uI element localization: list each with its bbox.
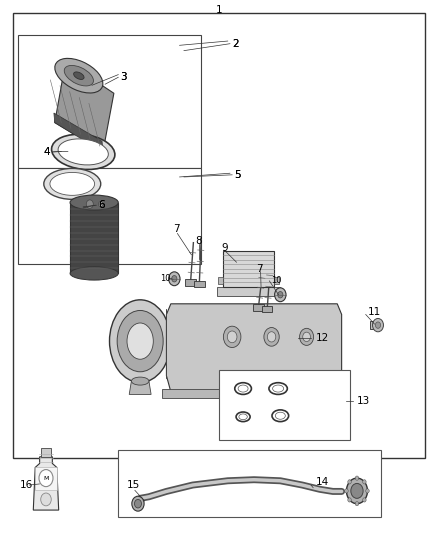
Ellipse shape bbox=[132, 496, 144, 511]
Text: 5: 5 bbox=[234, 170, 241, 180]
Text: 16: 16 bbox=[20, 480, 33, 490]
Ellipse shape bbox=[238, 385, 248, 392]
Ellipse shape bbox=[272, 410, 289, 422]
Polygon shape bbox=[218, 277, 223, 284]
Text: 11: 11 bbox=[368, 307, 381, 317]
Bar bbox=[118, 450, 381, 517]
Bar bbox=[219, 370, 350, 440]
Ellipse shape bbox=[276, 412, 285, 419]
Circle shape bbox=[86, 200, 93, 208]
Text: 5: 5 bbox=[234, 170, 241, 180]
Circle shape bbox=[278, 292, 283, 298]
Text: 7: 7 bbox=[173, 224, 180, 234]
Text: 10: 10 bbox=[272, 277, 282, 285]
Text: 14: 14 bbox=[315, 478, 328, 487]
Circle shape bbox=[348, 498, 351, 502]
Ellipse shape bbox=[70, 266, 118, 280]
Ellipse shape bbox=[236, 412, 250, 422]
Text: 3: 3 bbox=[120, 72, 127, 82]
Circle shape bbox=[41, 493, 51, 506]
Circle shape bbox=[348, 480, 351, 484]
Bar bbox=[18, 168, 201, 264]
Polygon shape bbox=[274, 277, 279, 284]
Bar bbox=[13, 13, 425, 458]
Circle shape bbox=[99, 201, 103, 207]
Ellipse shape bbox=[346, 478, 367, 504]
Circle shape bbox=[300, 328, 314, 345]
Ellipse shape bbox=[269, 383, 287, 394]
Circle shape bbox=[223, 326, 241, 348]
Polygon shape bbox=[262, 306, 272, 312]
Circle shape bbox=[39, 470, 53, 487]
Polygon shape bbox=[54, 113, 103, 152]
Ellipse shape bbox=[127, 323, 153, 359]
Circle shape bbox=[172, 276, 177, 282]
Ellipse shape bbox=[50, 173, 95, 195]
Text: 4: 4 bbox=[44, 147, 50, 157]
Polygon shape bbox=[217, 287, 280, 296]
Ellipse shape bbox=[110, 300, 171, 383]
Ellipse shape bbox=[58, 139, 108, 165]
Circle shape bbox=[169, 272, 180, 286]
Polygon shape bbox=[194, 281, 205, 287]
Ellipse shape bbox=[272, 385, 284, 392]
Circle shape bbox=[363, 480, 366, 484]
Ellipse shape bbox=[117, 310, 163, 372]
Text: 8: 8 bbox=[195, 236, 201, 246]
Text: 7: 7 bbox=[256, 264, 263, 274]
Ellipse shape bbox=[375, 322, 381, 328]
Ellipse shape bbox=[44, 168, 101, 199]
Polygon shape bbox=[70, 203, 118, 273]
Ellipse shape bbox=[52, 134, 115, 169]
Bar bbox=[223, 251, 274, 287]
Circle shape bbox=[363, 498, 366, 502]
Polygon shape bbox=[185, 279, 196, 286]
Circle shape bbox=[303, 332, 311, 342]
Text: 2: 2 bbox=[232, 39, 239, 49]
Polygon shape bbox=[166, 304, 342, 392]
Polygon shape bbox=[253, 304, 264, 311]
Ellipse shape bbox=[372, 318, 384, 332]
Circle shape bbox=[366, 489, 369, 493]
Ellipse shape bbox=[64, 66, 93, 86]
Text: 15: 15 bbox=[127, 480, 140, 490]
Circle shape bbox=[227, 331, 237, 343]
Text: 4: 4 bbox=[44, 147, 50, 157]
Circle shape bbox=[264, 327, 279, 346]
Bar bbox=[41, 448, 51, 457]
Ellipse shape bbox=[239, 414, 247, 419]
Text: 2: 2 bbox=[232, 39, 239, 49]
Ellipse shape bbox=[134, 499, 141, 508]
Ellipse shape bbox=[351, 483, 363, 498]
Circle shape bbox=[275, 288, 286, 302]
Text: 9: 9 bbox=[221, 243, 228, 253]
Text: 6: 6 bbox=[99, 200, 105, 210]
Text: 10: 10 bbox=[160, 274, 170, 282]
Polygon shape bbox=[370, 321, 381, 329]
Polygon shape bbox=[162, 389, 346, 398]
Ellipse shape bbox=[131, 377, 149, 385]
Circle shape bbox=[267, 332, 276, 342]
Polygon shape bbox=[33, 457, 59, 510]
Text: M: M bbox=[43, 475, 49, 481]
Polygon shape bbox=[129, 381, 151, 394]
Text: 13: 13 bbox=[357, 396, 370, 406]
Circle shape bbox=[355, 502, 359, 506]
Circle shape bbox=[355, 476, 359, 480]
Ellipse shape bbox=[55, 59, 103, 93]
Text: 3: 3 bbox=[120, 72, 127, 82]
Text: 1: 1 bbox=[215, 5, 223, 15]
Text: 12: 12 bbox=[315, 334, 328, 343]
Ellipse shape bbox=[235, 383, 251, 394]
Circle shape bbox=[345, 489, 348, 493]
Ellipse shape bbox=[74, 72, 84, 79]
Polygon shape bbox=[55, 61, 114, 152]
Bar bbox=[35, 467, 57, 490]
Bar bbox=[18, 35, 201, 168]
Ellipse shape bbox=[70, 195, 118, 210]
Text: 6: 6 bbox=[99, 200, 105, 210]
